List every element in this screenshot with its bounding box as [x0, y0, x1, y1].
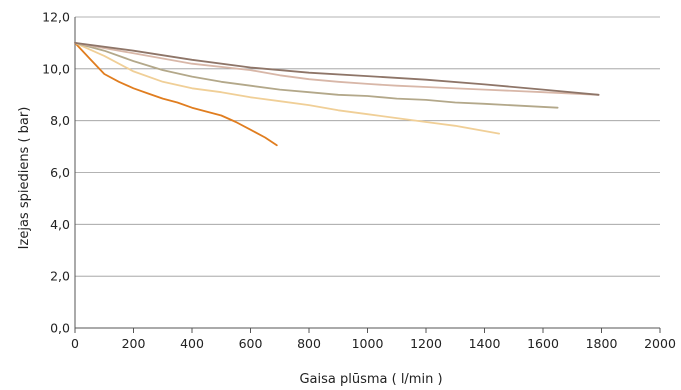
x-tick-label: 1000: [352, 336, 384, 351]
x-tick-label: 2000: [644, 336, 676, 351]
x-axis-label: Gaisa plūsma ( l/min ): [299, 372, 442, 387]
y-tick-label: 4,0: [50, 217, 70, 232]
x-tick-label: 400: [180, 336, 204, 351]
series-line-1: [74, 42, 278, 147]
y-tick-labels: 0,0 2,0 4,0 6,0 8,0 10,0 12,0: [42, 10, 70, 336]
y-axis-label: Izejas spiediens ( bar): [17, 107, 32, 250]
x-tick-labels: 0 200 400 600 800 1000 1200 1400 1600 1800 2000: [71, 336, 676, 351]
series-line-3: [74, 42, 559, 109]
y-tick-label: 12,0: [42, 10, 70, 25]
x-tick-label: 600: [239, 336, 263, 351]
y-tick-label: 10,0: [42, 61, 70, 76]
x-tick-label: 1800: [586, 336, 618, 351]
x-tick-label: 1600: [527, 336, 559, 351]
series-line-2: [74, 42, 500, 135]
y-tick-label: 2,0: [50, 269, 70, 284]
grid-lines: [75, 16, 660, 277]
x-tick-label: 200: [122, 336, 146, 351]
axes: [74, 17, 661, 333]
x-tick-label: 0: [71, 336, 79, 351]
x-tick-label: 1200: [410, 336, 442, 351]
x-tick-label: 1400: [469, 336, 501, 351]
y-tick-label: 6,0: [50, 165, 70, 180]
y-tick-label: 0,0: [50, 321, 70, 336]
series-group: [74, 42, 600, 147]
y-tick-label: 8,0: [50, 113, 70, 128]
x-tick-label: 800: [297, 336, 321, 351]
series-line-5: [74, 42, 600, 96]
series-line-4: [74, 42, 600, 96]
